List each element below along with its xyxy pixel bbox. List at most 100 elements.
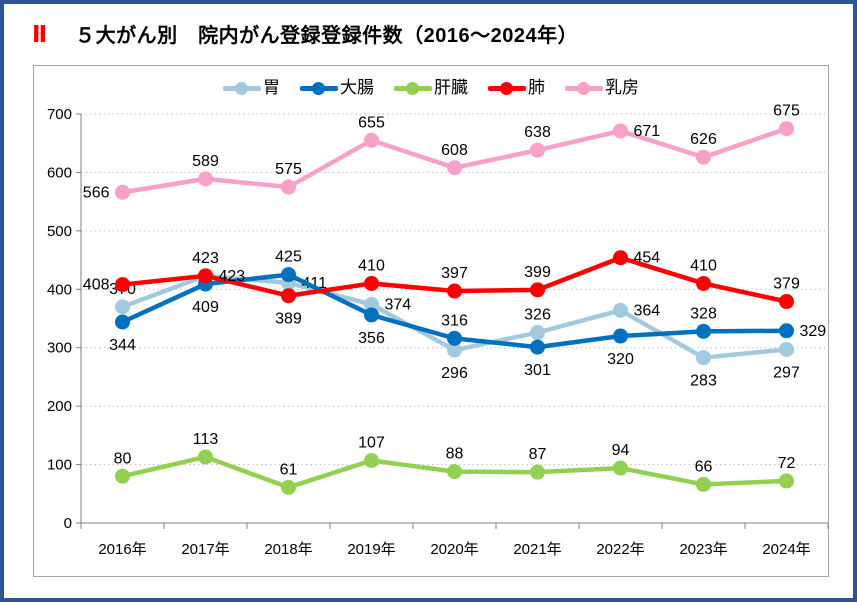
- line-chart: 0 100 200 300 400 500 600 700 2016年 2017年 2018年 201…: [47, 103, 828, 558]
- x-tick-label: 2023年: [679, 541, 727, 558]
- data-point-stomach: [779, 341, 794, 357]
- data-label-liver: 87: [529, 446, 547, 463]
- data-point-breast: [779, 121, 794, 137]
- data-point-liver: [530, 464, 545, 480]
- data-label-breast: 589: [192, 153, 219, 170]
- y-tick-label: 100: [47, 457, 72, 474]
- data-label-stomach: 374: [385, 296, 412, 313]
- chart-legend: 胃 大腸 肝臓 肺 乳房: [34, 76, 828, 100]
- x-tick-label: 2018年: [264, 541, 312, 558]
- data-point-breast: [530, 142, 545, 158]
- data-point-colorectal: [364, 307, 379, 323]
- data-label-breast: 566: [83, 184, 110, 201]
- data-point-stomach: [447, 342, 462, 358]
- x-tick-label: 2017年: [181, 541, 229, 558]
- data-label-colorectal: 328: [690, 305, 717, 322]
- legend-marker-liver-icon: [394, 81, 432, 95]
- data-label-lung: 408: [83, 277, 110, 294]
- data-point-liver: [281, 479, 296, 495]
- data-label-stomach: 411: [302, 275, 328, 292]
- chart-container: 胃 大腸 肝臓 肺 乳房 0 100 200 300 400 500 600 700 2016年 2017…: [33, 65, 829, 577]
- data-point-breast: [281, 179, 296, 195]
- data-label-lung: 389: [275, 311, 302, 328]
- data-label-stomach: 296: [441, 365, 468, 382]
- data-label-breast: 608: [441, 142, 468, 159]
- data-label-lung: 410: [358, 257, 385, 274]
- legend-marker-stomach-icon: [223, 81, 261, 95]
- x-tick-label: 2024年: [762, 541, 810, 558]
- data-label-colorectal: 320: [607, 351, 634, 368]
- data-label-liver: 94: [612, 442, 630, 459]
- data-point-liver: [613, 460, 628, 476]
- data-point-breast: [613, 123, 628, 139]
- data-point-lung: [364, 275, 379, 291]
- data-point-colorectal: [281, 267, 296, 283]
- legend-label-lung: 肺: [528, 78, 545, 97]
- legend-item-breast: 乳房: [565, 76, 639, 100]
- data-label-stomach: 326: [524, 307, 551, 324]
- data-label-liver: 88: [446, 446, 464, 463]
- data-label-stomach: 423: [192, 250, 219, 267]
- data-point-colorectal: [696, 323, 711, 339]
- data-point-lung: [696, 275, 711, 291]
- y-tick-label: 0: [64, 515, 72, 532]
- data-point-stomach: [115, 299, 130, 315]
- legend-item-stomach: 胃: [223, 76, 280, 100]
- data-label-lung: 410: [690, 257, 717, 274]
- data-label-breast: 638: [524, 124, 551, 141]
- data-label-colorectal: 356: [358, 330, 385, 347]
- data-label-colorectal: 409: [192, 299, 219, 316]
- data-point-colorectal: [613, 328, 628, 344]
- data-point-breast: [447, 160, 462, 176]
- x-tick-label: 2022年: [596, 541, 644, 558]
- data-label-lung: 379: [773, 276, 800, 293]
- legend-marker-lung-icon: [488, 81, 526, 95]
- data-label-lung: 399: [524, 264, 551, 281]
- section-number: Ⅱ: [32, 21, 48, 47]
- data-point-lung: [198, 268, 213, 284]
- data-label-liver: 72: [778, 455, 796, 472]
- data-label-breast: 626: [690, 131, 717, 148]
- data-label-lung: 423: [219, 268, 246, 285]
- data-label-liver: 80: [114, 450, 132, 467]
- data-point-liver: [447, 464, 462, 480]
- legend-item-colorectal: 大腸: [300, 76, 374, 100]
- data-label-breast: 671: [634, 123, 661, 140]
- data-point-liver: [364, 452, 379, 468]
- data-label-lung: 397: [441, 265, 468, 282]
- data-label-breast: 575: [275, 161, 302, 178]
- y-tick-label: 700: [47, 106, 72, 123]
- data-point-stomach: [613, 302, 628, 318]
- data-point-stomach: [696, 350, 711, 366]
- data-label-stomach: 364: [634, 302, 661, 319]
- data-point-liver: [696, 476, 711, 492]
- data-label-breast: 675: [773, 103, 800, 120]
- legend-marker-breast-icon: [565, 81, 603, 95]
- legend-marker-colorectal-icon: [300, 81, 338, 95]
- data-point-colorectal: [115, 314, 130, 330]
- y-tick-label: 300: [47, 340, 72, 357]
- y-tick-label: 500: [47, 223, 72, 240]
- data-label-colorectal: 316: [441, 312, 468, 329]
- data-label-colorectal: 344: [109, 337, 136, 354]
- data-label-lung: 454: [634, 250, 661, 267]
- legend-label-breast: 乳房: [605, 78, 639, 97]
- data-point-breast: [198, 171, 213, 187]
- y-tick-label: 200: [47, 398, 72, 415]
- data-point-lung: [613, 250, 628, 266]
- data-point-colorectal: [447, 330, 462, 346]
- data-point-stomach: [530, 325, 545, 341]
- data-label-liver: 113: [193, 431, 219, 448]
- data-point-lung: [530, 282, 545, 298]
- legend-item-liver: 肝臓: [394, 76, 468, 100]
- data-label-stomach: 297: [773, 364, 800, 381]
- data-point-stomach: [364, 296, 379, 312]
- data-point-liver: [779, 473, 794, 489]
- x-tick-label: 2016年: [98, 541, 146, 558]
- x-tick-label: 2021年: [513, 541, 561, 558]
- legend-label-stomach: 胃: [263, 78, 280, 97]
- data-label-colorectal: 329: [800, 323, 827, 340]
- data-point-liver: [115, 468, 130, 484]
- page-title: ５大がん別 院内がん登録登録件数（2016～2024年）: [75, 25, 579, 47]
